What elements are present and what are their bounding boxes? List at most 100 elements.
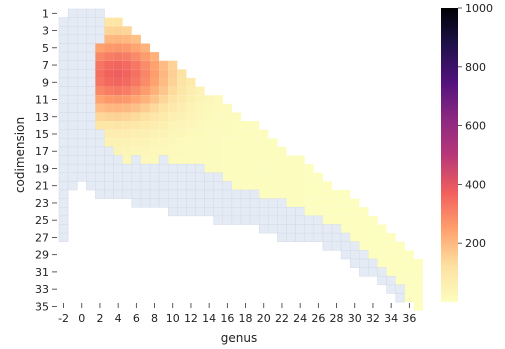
heatmap-cell (177, 103, 187, 113)
heatmap-cell (404, 267, 414, 277)
heatmap-cell (104, 43, 114, 53)
heatmap-cell (113, 52, 123, 61)
heatmap-cell (122, 26, 132, 35)
heatmap-empty-cell (67, 60, 78, 70)
heatmap-empty-cell (76, 69, 87, 79)
x-tick-label: 30 (348, 312, 362, 325)
heatmap-cell (231, 112, 241, 122)
heatmap-empty-cell (249, 207, 260, 217)
heatmap-empty-cell (76, 155, 87, 165)
heatmap-cell (95, 112, 105, 122)
heatmap-empty-cell (295, 207, 305, 217)
x-axis: -2 0 2 4 6 8 10 12 14 16 18 20 22 24 26 28 30 32 34 36 (58, 303, 416, 325)
heatmap-cell (241, 181, 251, 191)
heatmap-cell (186, 121, 196, 130)
heatmap-cell (104, 86, 114, 96)
heatmap-cell (395, 267, 405, 277)
x-tick-label: 4 (115, 312, 122, 325)
heatmap-cell (350, 233, 360, 242)
heatmap-cell (122, 60, 132, 70)
heatmap-cell (377, 233, 387, 242)
heatmap-cell (286, 172, 296, 182)
heatmap-empty-cell (67, 138, 78, 148)
heatmap-empty-cell (377, 267, 387, 277)
heatmap-cell (231, 164, 241, 173)
heatmap-cell (195, 146, 205, 156)
heatmap-empty-cell (58, 60, 69, 70)
colorbar-tick-label: 800 (465, 61, 486, 74)
heatmap-cell (231, 146, 241, 156)
heatmap-cell (241, 164, 251, 173)
heatmap-empty-cell (177, 207, 187, 217)
heatmap-cell (195, 112, 205, 122)
heatmap-empty-cell (67, 94, 78, 105)
heatmap-cell (250, 146, 260, 156)
heatmap-cell (122, 69, 132, 78)
heatmap-cell (104, 52, 114, 61)
x-tick-label: -2 (58, 312, 69, 325)
y-tick-label: 29 (35, 249, 49, 262)
heatmap-empty-cell (213, 172, 224, 182)
heatmap-cell (377, 224, 387, 234)
heatmap-empty-cell (368, 267, 378, 277)
heatmap-cell (195, 155, 205, 165)
heatmap-cell (231, 138, 241, 147)
heatmap-empty-cell (340, 241, 351, 251)
heatmap-cell (386, 258, 396, 268)
heatmap-cell (104, 138, 114, 147)
heatmap-cell (231, 121, 241, 130)
heatmap-cell (122, 146, 132, 156)
heatmap-empty-cell (195, 189, 205, 199)
heatmap-cell (159, 129, 169, 139)
heatmap-cell (213, 112, 223, 122)
heatmap-empty-cell (86, 34, 96, 44)
heatmap-cell (222, 103, 232, 113)
heatmap-cell (386, 241, 396, 251)
heatmap-cell (231, 172, 241, 182)
heatmap-cell (113, 86, 123, 96)
heatmap-cell (377, 258, 387, 268)
heatmap-cell (268, 181, 278, 191)
heatmap-empty-cell (76, 86, 87, 96)
heatmap-cell (140, 43, 150, 53)
heatmap-empty-cell (76, 163, 87, 174)
heatmap-empty-cell (395, 293, 406, 303)
heatmap-empty-cell (67, 51, 78, 61)
heatmap-empty-cell (149, 163, 160, 174)
heatmap-empty-cell (86, 120, 96, 130)
y-tick-label: 5 (42, 42, 49, 55)
heatmap-cell (213, 103, 223, 113)
heatmap-empty-cell (286, 232, 296, 242)
heatmap-empty-cell (58, 77, 69, 87)
heatmap-empty-cell (95, 129, 105, 139)
heatmap-cell (104, 112, 114, 122)
heatmap-empty-cell (76, 120, 87, 130)
heatmap-empty-cell (58, 17, 69, 27)
heatmap-cell (386, 233, 396, 242)
heatmap-empty-cell (95, 181, 105, 191)
heatmap-cell (341, 190, 351, 199)
heatmap-empty-cell (76, 146, 87, 156)
heatmap-cell (177, 155, 187, 165)
heatmap-empty-cell (86, 77, 96, 87)
heatmap-empty-cell (58, 155, 69, 165)
heatmap-cell (113, 43, 123, 53)
heatmap-cell (277, 155, 287, 165)
heatmap-empty-cell (213, 215, 224, 225)
x-tick-label: 8 (151, 312, 158, 325)
heatmap-cell (131, 103, 141, 113)
heatmap-cell (313, 181, 323, 191)
heatmap-cell (304, 198, 314, 208)
heatmap-cell (259, 155, 269, 165)
x-tick-label: 28 (330, 312, 344, 325)
heatmap-empty-cell (104, 181, 114, 191)
heatmap-empty-cell (86, 181, 96, 191)
heatmap-empty-cell (158, 198, 169, 208)
heatmap-empty-cell (76, 138, 87, 148)
heatmap-empty-cell (249, 198, 260, 208)
heatmap-cell (104, 69, 114, 78)
heatmap-cell (222, 172, 232, 182)
heatmap-empty-cell (113, 189, 123, 199)
heatmap-empty-cell (67, 86, 78, 96)
heatmap-cell (113, 112, 123, 122)
